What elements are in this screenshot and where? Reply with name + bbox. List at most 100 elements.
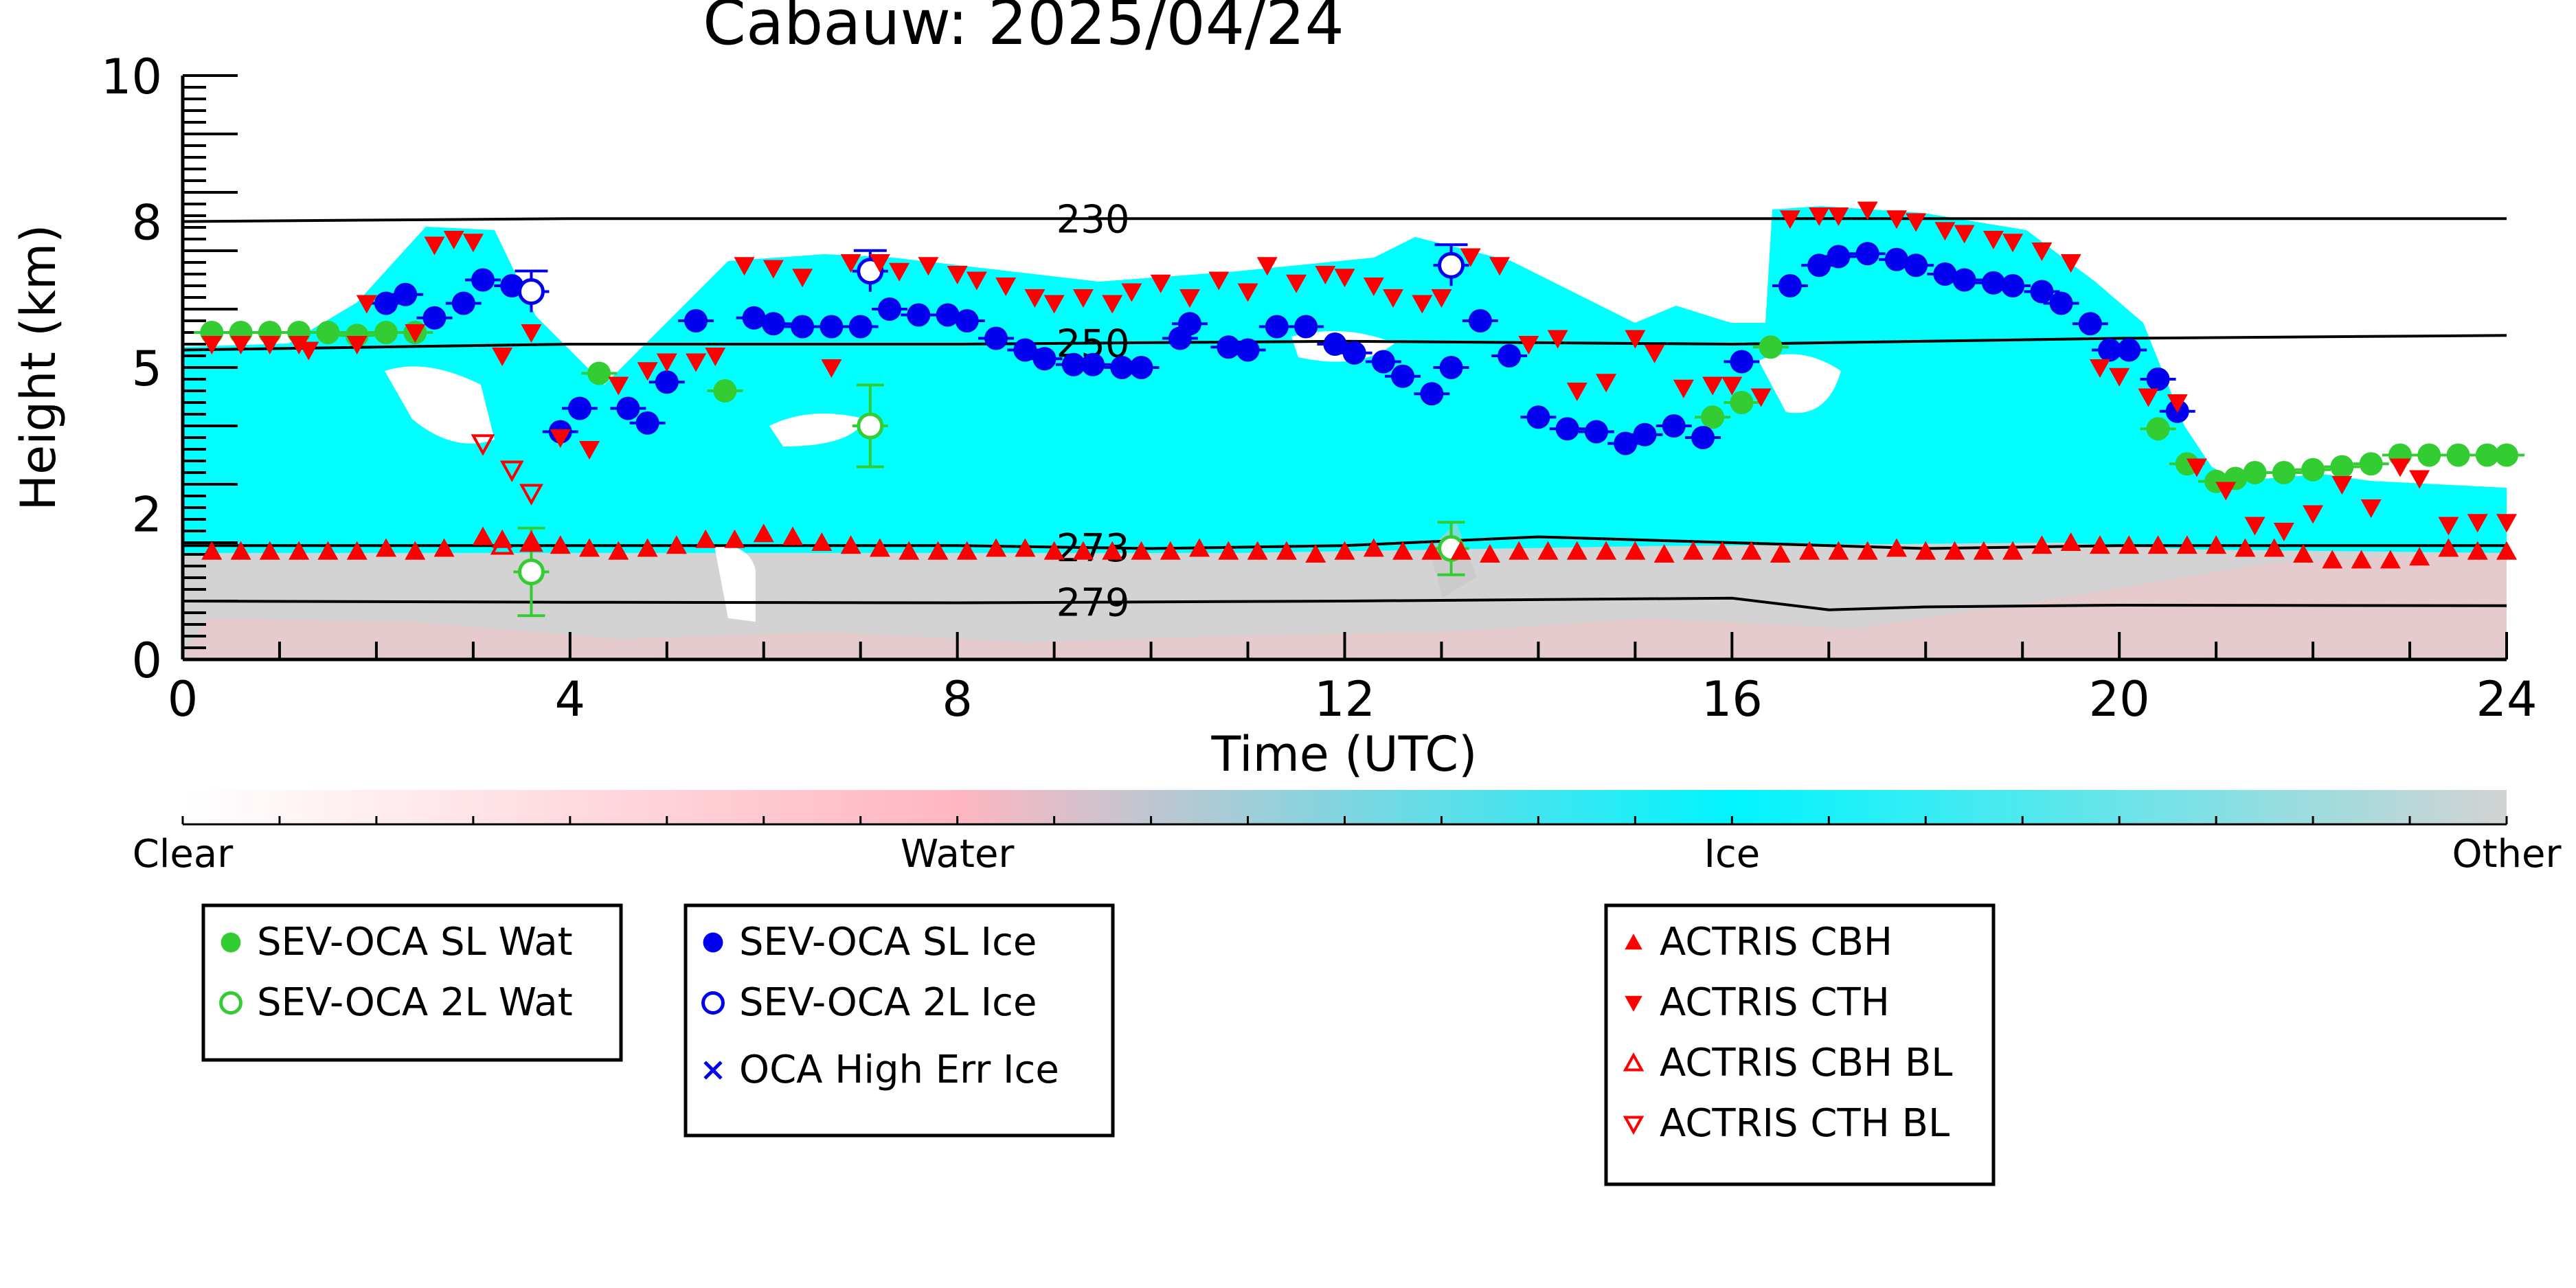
triangle-down-filled-marker bbox=[1809, 207, 1830, 226]
triangle-down-filled-marker bbox=[1208, 271, 1230, 291]
triangle-up-filled-marker bbox=[1131, 541, 1152, 560]
legend-entry: SEV-OCA SL Wat bbox=[221, 920, 573, 964]
triangle-down-filled-marker bbox=[889, 262, 910, 282]
series bbox=[471, 434, 543, 506]
triangle-down-filled-marker bbox=[2138, 388, 2159, 407]
triangle-down-filled-marker bbox=[1286, 274, 1307, 293]
triangle-down-filled-marker bbox=[1566, 383, 1588, 401]
series bbox=[201, 523, 2517, 569]
triangle-down-filled-marker bbox=[947, 266, 968, 284]
circle-filled-marker bbox=[1555, 417, 1579, 441]
circle-filled-marker bbox=[1265, 315, 1289, 339]
circle-filled-marker bbox=[471, 268, 495, 292]
legend-entry: OCA High Err Ice bbox=[703, 1048, 1059, 1092]
triangle-up-filled-marker bbox=[695, 529, 716, 548]
circle-filled-marker bbox=[1855, 242, 1879, 266]
circle-filled-marker bbox=[1110, 356, 1134, 379]
y-tick-label: 2 bbox=[131, 487, 162, 543]
triangle-up-filled-marker bbox=[782, 526, 804, 545]
y-tick-label: 5 bbox=[131, 341, 162, 397]
triangle-down-filled-marker bbox=[2060, 254, 2081, 273]
triangle-down-filled-marker bbox=[230, 336, 251, 354]
triangle-down-filled-marker bbox=[1072, 289, 1094, 308]
colorbar-label: Clear bbox=[133, 832, 234, 877]
circle-filled-marker bbox=[1730, 391, 1754, 414]
triangle-up-filled-marker bbox=[666, 535, 687, 554]
triangle-down-filled-marker bbox=[1121, 283, 1142, 302]
triangle-up-filled-marker bbox=[472, 526, 493, 545]
triangle-down-filled-marker bbox=[1625, 330, 1646, 349]
circle-open-marker bbox=[219, 991, 242, 1015]
triangle-down-open-marker bbox=[471, 434, 495, 456]
circle-filled-marker bbox=[1778, 274, 1802, 297]
triangle-down-filled-marker bbox=[762, 260, 784, 279]
triangle-down-filled-marker bbox=[1721, 376, 1743, 396]
legend-label: ACTRIS CBH bbox=[1660, 920, 1893, 964]
legend-label: ACTRIS CTH BL bbox=[1660, 1101, 1950, 1146]
triangle-down-filled-marker bbox=[2303, 505, 2324, 524]
y-tick-labels: 0 2 5 8 10 bbox=[101, 49, 162, 689]
triangle-down-filled-marker bbox=[2438, 517, 2459, 536]
triangle-up-open-marker bbox=[519, 530, 543, 552]
circle-filled-marker bbox=[2446, 443, 2470, 467]
circle-filled-marker bbox=[1129, 356, 1153, 379]
circle-filled-marker bbox=[2301, 457, 2325, 482]
triangle-down-filled-marker bbox=[2089, 359, 2110, 378]
triangle-down-filled-marker bbox=[2389, 458, 2410, 477]
series bbox=[201, 201, 2517, 541]
triangle-down-filled-marker bbox=[1043, 295, 1065, 314]
triangle-down-filled-marker bbox=[2331, 476, 2353, 495]
triangle-down-filled-marker bbox=[521, 324, 542, 343]
triangle-down-filled-marker bbox=[2467, 514, 2488, 533]
circle-filled-marker bbox=[1614, 431, 1638, 455]
triangle-up-filled-marker bbox=[753, 523, 774, 543]
triangle-up-filled-marker bbox=[1741, 541, 1762, 560]
triangle-up-filled-marker bbox=[1392, 541, 1414, 560]
triangle-up-filled-marker bbox=[2206, 535, 2227, 554]
circle-filled-marker bbox=[1061, 352, 1085, 376]
circle-filled-marker bbox=[1827, 245, 1851, 269]
triangle-down-filled-marker bbox=[2360, 499, 2382, 518]
circle-filled-marker bbox=[635, 411, 659, 435]
circle-filled-marker bbox=[2001, 274, 2025, 297]
triangle-down-filled-marker bbox=[792, 269, 813, 288]
x-tick-labels: 0 4 8 12 16 20 24 bbox=[168, 671, 2538, 727]
triangle-up-filled-marker bbox=[550, 535, 571, 554]
triangle-up-filled-marker bbox=[1799, 541, 1820, 560]
legend-label: SEV-OCA 2L Wat bbox=[257, 980, 573, 1025]
triangle-down-filled-marker bbox=[1334, 269, 1355, 288]
triangle-down-filled-marker bbox=[686, 353, 707, 372]
triangle-down-filled-marker bbox=[1102, 295, 1123, 314]
x-minor-ticks bbox=[181, 632, 2508, 659]
circle-filled-marker bbox=[616, 396, 640, 420]
triangle-up-filled-marker bbox=[289, 541, 310, 560]
circle-filled-marker bbox=[1498, 344, 1522, 368]
y-minor-ticks bbox=[183, 74, 238, 661]
triangle-down-filled-marker bbox=[1644, 344, 1665, 363]
circle-filled-marker bbox=[567, 396, 591, 420]
circle-filled-marker bbox=[820, 315, 844, 339]
series bbox=[368, 242, 2195, 455]
circle-filled-marker bbox=[761, 312, 785, 336]
triangle-up-filled-marker bbox=[346, 541, 368, 560]
triangle-up-filled-marker bbox=[1305, 544, 1326, 563]
triangle-down-filled-marker bbox=[201, 336, 223, 354]
triangle-up-filled-marker bbox=[1915, 541, 1936, 560]
triangle-down-filled-marker bbox=[1857, 201, 1878, 221]
legend-entry: ACTRIS CTH BL bbox=[1623, 1101, 1950, 1146]
triangle-up-filled-marker bbox=[201, 541, 223, 560]
circle-filled-marker bbox=[1584, 420, 1608, 444]
triangle-up-filled-marker bbox=[2147, 535, 2169, 554]
circle-filled-marker bbox=[374, 291, 398, 315]
triangle-down-filled-marker bbox=[289, 336, 310, 354]
circle-filled-marker bbox=[1904, 253, 1928, 278]
triangle-up-filled-marker bbox=[259, 541, 280, 560]
triangle-up-filled-marker bbox=[1015, 538, 1036, 557]
legend-entry: ACTRIS CTH bbox=[1625, 980, 1890, 1025]
triangle-up-filled-marker bbox=[608, 541, 629, 560]
circle-filled-marker bbox=[907, 303, 931, 327]
triangle-up-filled-marker bbox=[1596, 541, 1617, 560]
circle-filled-marker bbox=[1952, 268, 1976, 292]
circle-filled-marker bbox=[1032, 347, 1057, 371]
triangle-up-filled-marker bbox=[1566, 541, 1588, 560]
